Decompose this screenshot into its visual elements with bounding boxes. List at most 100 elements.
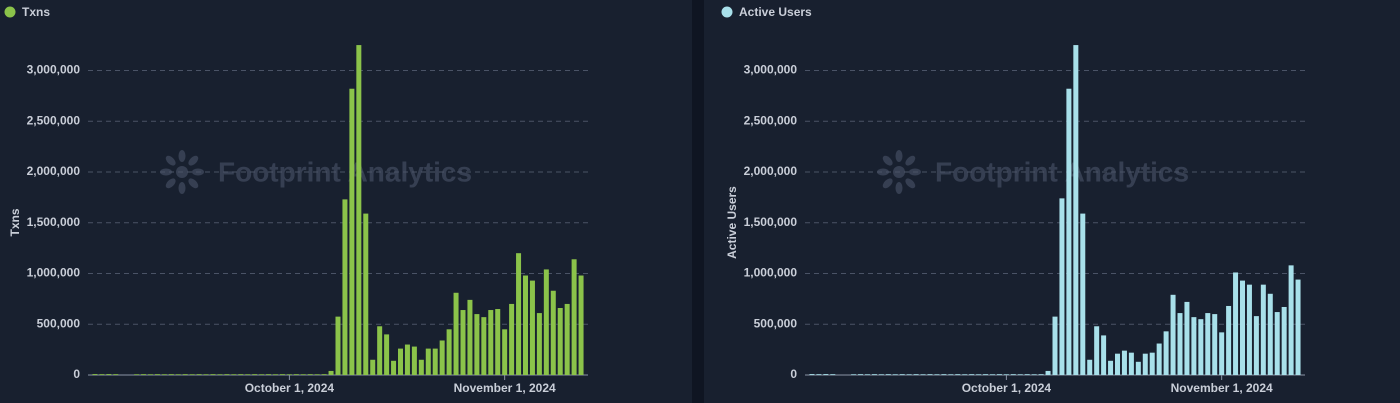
bar [342,199,348,375]
bar [425,348,431,375]
bar [141,374,147,375]
y-axis-label: Active Users [725,186,739,259]
bar [941,374,947,375]
bar [927,374,933,375]
bar [113,374,119,375]
bar [1288,265,1294,375]
watermark-icon [165,155,176,166]
bar [266,374,272,375]
bar [300,374,306,375]
y-tick-label: 500,000 [754,316,798,330]
bar [377,326,383,375]
bar [370,359,376,375]
x-tick-label: November 1, 2024 [1171,381,1273,395]
bar [1024,374,1030,375]
bar [1177,313,1183,375]
bar [1003,374,1009,375]
bar [99,374,105,375]
bar [474,314,480,375]
bar [307,374,313,375]
bar [1038,374,1044,375]
bar [273,374,278,375]
bar [1281,306,1287,375]
bar [1080,213,1086,375]
bar [363,213,369,375]
bar [529,280,535,375]
bar [955,374,961,375]
bar [356,45,362,376]
bar [182,374,188,375]
bar [134,374,140,375]
bar [1059,198,1065,375]
bar [885,374,891,375]
bar [1149,352,1155,375]
bar [996,374,1002,375]
bar [1191,317,1197,375]
bar [550,290,556,375]
bar [467,299,473,375]
bar [432,348,438,375]
bar [502,329,508,375]
bar [1135,361,1141,375]
bar [335,316,341,375]
y-tick-label: 500,000 [37,316,81,330]
bar [816,374,822,375]
legend-label: Active Users [739,5,812,19]
bar [279,374,285,375]
bar [1253,316,1259,375]
bar [321,374,327,375]
y-tick-label: 3,000,000 [27,63,81,77]
bar [161,374,167,375]
bar [1233,272,1239,375]
bar [293,374,299,375]
bar [1115,353,1120,375]
watermark-icon [178,150,186,162]
bar [224,374,230,375]
y-tick-label: 2,500,000 [744,113,798,127]
watermark-icon [895,150,903,162]
bar [391,360,397,375]
bar [557,308,563,375]
bar [1073,45,1079,376]
bar [1246,284,1252,375]
watermark-icon [905,155,916,166]
bar [1101,335,1107,375]
bar [1219,332,1225,375]
bar [453,292,459,375]
bar [823,374,829,375]
bar [571,259,577,375]
x-tick-label: November 1, 2024 [454,381,556,395]
bar [488,310,494,375]
bar [411,346,417,375]
watermark-icon [882,155,893,166]
bar [913,374,919,375]
bar [1045,370,1051,375]
bar [238,374,244,375]
y-tick-label: 1,500,000 [27,215,81,229]
bar [1295,279,1301,375]
bar [920,374,926,375]
bar [1128,352,1134,375]
bar [830,374,836,375]
legend-label: Txns [22,5,50,19]
bar [314,374,320,375]
x-tick-label: October 1, 2024 [962,381,1052,395]
y-tick-label: 2,500,000 [27,113,81,127]
bar [523,275,528,375]
bar [1142,353,1148,375]
bar [1184,301,1190,375]
bar [252,374,258,375]
watermark-icon [905,178,916,189]
y-tick-label: 1,000,000 [744,266,798,280]
watermark-icon [188,155,199,166]
bar [418,359,424,375]
watermark-icon [882,178,893,189]
watermark-icon [165,178,176,189]
bar [168,374,174,375]
bar [1260,284,1266,375]
bar [349,88,355,376]
bar [543,269,549,375]
bar [481,317,487,375]
y-tick-label: 0 [790,367,797,381]
bar [1031,374,1037,375]
